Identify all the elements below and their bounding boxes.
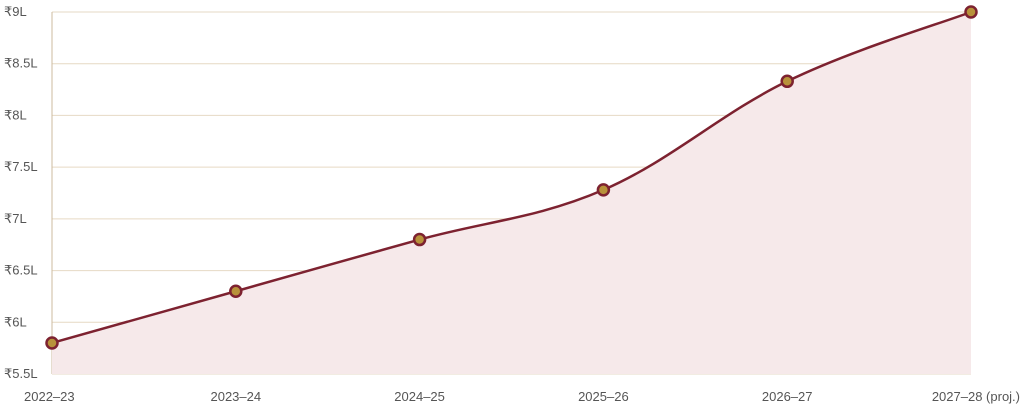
y-tick-label: ₹7L (4, 211, 27, 226)
x-tick-label: 2022–23 (24, 389, 75, 404)
y-tick-label: ₹6L (4, 314, 27, 329)
x-tick-label: 2024–25 (394, 389, 445, 404)
data-points (45, 5, 978, 350)
series-line (51, 10, 972, 345)
data-point-6[interactable] (964, 5, 978, 19)
y-tick-label: ₹6.5L (4, 263, 38, 278)
data-point-2[interactable] (229, 284, 243, 299)
x-tick-label: 2027–28 (proj.) (932, 389, 1020, 404)
y-tick-label: ₹8.5L (4, 56, 38, 71)
x-tick-label: 2026–27 (762, 389, 813, 404)
area-fill (52, 12, 971, 374)
x-tick-label: 2023–24 (210, 389, 261, 404)
y-tick-label: ₹9L (4, 4, 27, 19)
data-point-1[interactable] (45, 336, 59, 350)
y-tick-label: ₹5.5L (4, 366, 38, 381)
y-axis-ticks: ₹5.5L ₹6L ₹6.5L ₹7L ₹7.5L ₹8L ₹8.5L ₹9L (4, 4, 38, 381)
x-axis-ticks: 2022–23 2023–24 2024–25 2025–26 2026–27 2027–… (24, 389, 1020, 404)
y-tick-label: ₹7.5L (4, 159, 38, 174)
data-point-4[interactable] (596, 183, 611, 197)
x-tick-label: 2025–26 (578, 389, 629, 404)
y-tick-label: ₹8L (4, 107, 27, 122)
data-point-5[interactable] (780, 74, 794, 89)
data-point-3[interactable] (412, 232, 427, 247)
